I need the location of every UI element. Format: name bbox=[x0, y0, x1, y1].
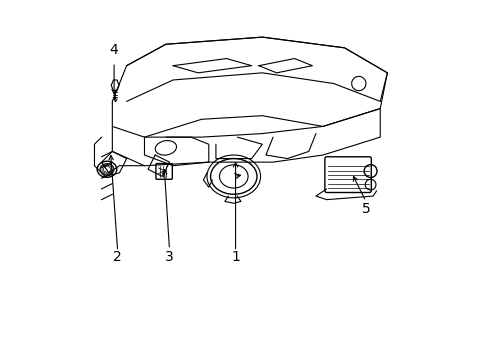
Text: 1: 1 bbox=[231, 250, 240, 264]
Text: 3: 3 bbox=[165, 250, 174, 264]
Text: 5: 5 bbox=[361, 202, 369, 216]
Text: 4: 4 bbox=[109, 42, 118, 57]
Text: 2: 2 bbox=[113, 250, 122, 264]
